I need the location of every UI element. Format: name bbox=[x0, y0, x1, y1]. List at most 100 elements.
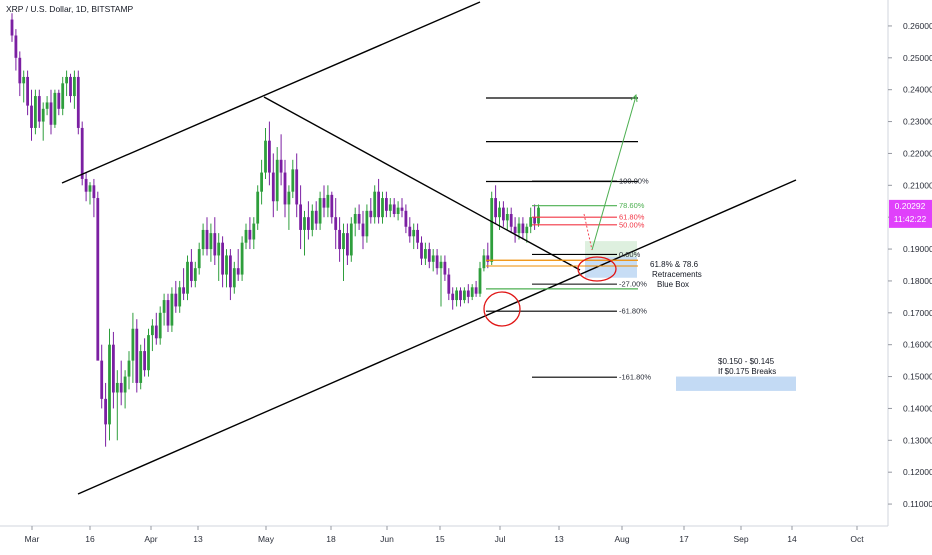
candle-body bbox=[154, 325, 158, 339]
candle-body bbox=[76, 76, 80, 128]
candle-body bbox=[100, 360, 104, 399]
candle-body bbox=[131, 328, 135, 361]
candle bbox=[427, 242, 431, 269]
candle bbox=[84, 172, 88, 202]
candle bbox=[65, 70, 68, 97]
price-tag-countdown: 11:42:22 bbox=[894, 214, 927, 224]
candle-body bbox=[451, 293, 455, 301]
fib-level-label: 50.00% bbox=[619, 220, 645, 229]
candle bbox=[295, 153, 299, 218]
candle-body bbox=[349, 223, 353, 256]
candle bbox=[361, 210, 365, 250]
candle-body bbox=[217, 242, 221, 256]
candle-body bbox=[392, 204, 396, 214]
y-tick-label: 0.21000 bbox=[903, 180, 932, 190]
candle bbox=[509, 207, 513, 234]
chart-title: XRP / U.S. Dollar, 1D, BITSTAMP bbox=[6, 4, 134, 14]
candle-body bbox=[162, 300, 166, 313]
fib-level-label: -27.00% bbox=[619, 280, 647, 289]
candle-body bbox=[84, 178, 88, 192]
candle bbox=[57, 89, 61, 116]
candle-body bbox=[408, 226, 412, 237]
candle-body bbox=[404, 210, 408, 227]
x-tick-label: 14 bbox=[787, 534, 797, 544]
candle bbox=[225, 249, 228, 288]
candle bbox=[474, 280, 478, 297]
candle-body bbox=[330, 194, 334, 218]
candle bbox=[431, 249, 435, 272]
candle-body bbox=[37, 96, 41, 122]
candle bbox=[322, 185, 326, 218]
highlight-circle-left bbox=[483, 291, 521, 327]
y-tick-label: 0.11000 bbox=[903, 499, 932, 509]
candle-body bbox=[30, 105, 33, 128]
candle bbox=[127, 351, 131, 390]
candle bbox=[369, 198, 373, 224]
candle bbox=[482, 249, 486, 272]
candle-body bbox=[513, 226, 517, 234]
candle bbox=[385, 191, 388, 218]
candle bbox=[190, 249, 193, 288]
candle bbox=[147, 328, 150, 377]
candle bbox=[14, 29, 18, 71]
candle bbox=[22, 70, 26, 103]
candle-body bbox=[537, 207, 540, 224]
candle-body bbox=[447, 274, 451, 294]
candle-body bbox=[143, 351, 146, 371]
candle bbox=[186, 255, 189, 301]
y-tick-label: 0.18000 bbox=[903, 276, 932, 286]
candle-body bbox=[26, 76, 29, 106]
candle-body bbox=[135, 328, 139, 383]
candle bbox=[260, 159, 263, 205]
candle bbox=[287, 185, 291, 230]
candle bbox=[365, 204, 369, 243]
candle-body bbox=[412, 229, 416, 237]
candle-body bbox=[268, 140, 271, 173]
candle bbox=[478, 261, 482, 297]
candle-body bbox=[435, 255, 439, 269]
x-tick-label: Jul bbox=[495, 534, 506, 544]
candle-body bbox=[482, 255, 486, 269]
y-tick-label: 0.23000 bbox=[903, 117, 932, 127]
candle-body bbox=[505, 214, 509, 221]
candle-body bbox=[166, 300, 170, 326]
descending-trendline bbox=[263, 96, 581, 271]
candle bbox=[256, 185, 260, 230]
candle-body bbox=[509, 214, 513, 227]
candle bbox=[69, 73, 72, 103]
x-tick-label: Jun bbox=[380, 534, 394, 544]
candle-body bbox=[240, 242, 244, 275]
candle-body bbox=[334, 217, 338, 230]
candle bbox=[443, 255, 447, 281]
candle bbox=[513, 217, 517, 243]
candle-body bbox=[205, 229, 209, 250]
x-tick-label: 17 bbox=[679, 534, 689, 544]
candle bbox=[408, 217, 412, 243]
x-tick-label: Apr bbox=[144, 534, 157, 544]
candle bbox=[338, 217, 341, 262]
lower-support-trendline bbox=[77, 179, 797, 495]
candle bbox=[381, 191, 384, 224]
candle bbox=[108, 328, 111, 441]
candle bbox=[236, 249, 240, 281]
candle bbox=[96, 191, 100, 361]
candle bbox=[131, 312, 135, 383]
candle bbox=[166, 293, 170, 332]
candle bbox=[205, 217, 209, 256]
candle-body bbox=[213, 233, 217, 256]
candle bbox=[135, 319, 139, 393]
candle-body bbox=[248, 229, 252, 240]
candle bbox=[494, 185, 497, 224]
candle-body bbox=[357, 214, 361, 224]
candle bbox=[18, 51, 22, 97]
candle-body bbox=[420, 242, 423, 259]
y-tick-label: 0.17000 bbox=[903, 308, 932, 318]
candle-body bbox=[299, 204, 302, 230]
candle bbox=[490, 191, 494, 265]
candle bbox=[232, 261, 236, 294]
candle-body bbox=[57, 92, 61, 109]
candle bbox=[53, 89, 57, 128]
projection-arrow-line bbox=[591, 95, 637, 251]
